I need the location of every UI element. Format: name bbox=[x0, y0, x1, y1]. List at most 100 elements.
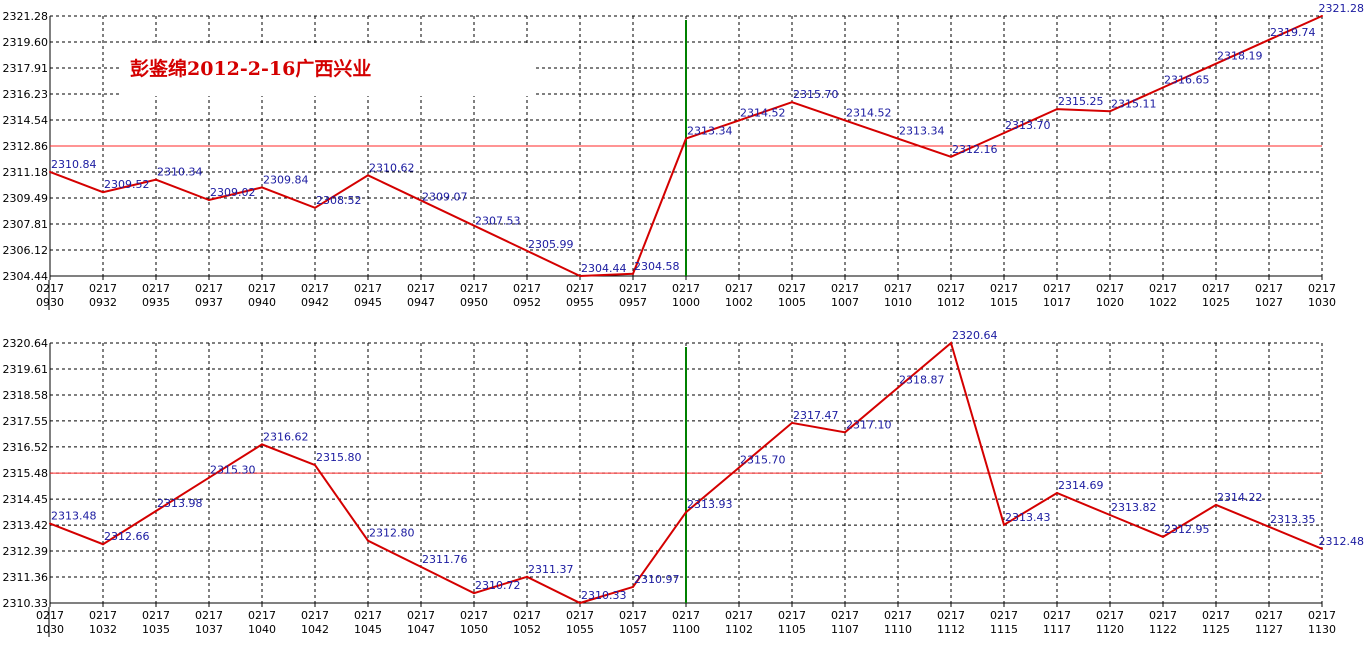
data-label: 2314.22 bbox=[1217, 491, 1263, 504]
data-label: 2312.48 bbox=[1319, 535, 1365, 548]
x-tick-date: 0217 bbox=[1308, 609, 1336, 622]
y-tick-label: 2320.64 bbox=[3, 337, 49, 350]
data-label: 2313.82 bbox=[1111, 501, 1157, 514]
data-point bbox=[1056, 108, 1058, 111]
x-tick-time: 1045 bbox=[354, 623, 382, 636]
data-point bbox=[632, 272, 634, 275]
x-tick-date: 0217 bbox=[937, 609, 965, 622]
data-point bbox=[155, 178, 157, 181]
x-tick-date: 0217 bbox=[407, 282, 435, 295]
data-label: 2314.69 bbox=[1058, 479, 1104, 492]
x-tick-time: 1027 bbox=[1255, 296, 1283, 309]
x-tick-time: 1102 bbox=[725, 623, 753, 636]
x-tick-date: 0217 bbox=[831, 609, 859, 622]
x-tick-time: 1022 bbox=[1149, 296, 1177, 309]
x-tick-time: 1030 bbox=[36, 623, 64, 636]
x-tick-time: 1047 bbox=[407, 623, 435, 636]
data-label: 2312.16 bbox=[952, 143, 998, 156]
y-tick-label: 2316.23 bbox=[3, 88, 49, 101]
y-tick-label: 2314.45 bbox=[3, 493, 49, 506]
data-label: 2309.07 bbox=[422, 191, 468, 204]
x-tick-date: 0217 bbox=[990, 282, 1018, 295]
x-tick-time: 0932 bbox=[89, 296, 117, 309]
x-tick-date: 0217 bbox=[1043, 609, 1071, 622]
x-tick-date: 0217 bbox=[778, 609, 806, 622]
x-tick-time: 0945 bbox=[354, 296, 382, 309]
data-label: 2319.74 bbox=[1270, 26, 1316, 39]
data-point bbox=[791, 421, 793, 424]
x-tick-time: 1117 bbox=[1043, 623, 1071, 636]
data-label: 2315.80 bbox=[316, 451, 362, 464]
x-tick-time: 1000 bbox=[672, 296, 700, 309]
data-point bbox=[314, 206, 316, 209]
x-tick-date: 0217 bbox=[1096, 282, 1124, 295]
data-label: 2308.52 bbox=[316, 194, 362, 207]
data-point bbox=[1268, 525, 1270, 528]
title-background bbox=[122, 46, 536, 96]
y-tick-label: 2319.61 bbox=[3, 363, 49, 376]
data-point bbox=[738, 119, 740, 122]
data-point bbox=[261, 443, 263, 446]
data-point bbox=[1109, 513, 1111, 516]
x-tick-date: 0217 bbox=[672, 282, 700, 295]
x-tick-time: 1050 bbox=[460, 623, 488, 636]
data-point bbox=[685, 137, 687, 140]
data-point bbox=[420, 565, 422, 568]
x-tick-time: 1030 bbox=[1308, 296, 1336, 309]
data-label: 2317.10 bbox=[846, 418, 892, 431]
data-label: 2314.52 bbox=[740, 106, 786, 119]
x-tick-date: 0217 bbox=[195, 609, 223, 622]
data-label: 2312.66 bbox=[104, 530, 150, 543]
x-tick-date: 0217 bbox=[36, 609, 64, 622]
x-tick-date: 0217 bbox=[1255, 282, 1283, 295]
data-point bbox=[367, 174, 369, 177]
x-tick-date: 0217 bbox=[513, 282, 541, 295]
data-point bbox=[526, 575, 528, 578]
data-label: 2310.62 bbox=[369, 161, 415, 174]
series-line bbox=[49, 15, 1323, 278]
data-point bbox=[1321, 15, 1323, 17]
data-point bbox=[1162, 535, 1164, 538]
y-tick-label: 2304.44 bbox=[3, 270, 49, 283]
x-tick-time: 1052 bbox=[513, 623, 541, 636]
x-tick-time: 1105 bbox=[778, 623, 806, 636]
y-tick-label: 2315.48 bbox=[3, 467, 49, 480]
y-tick-label: 2313.42 bbox=[3, 519, 49, 532]
x-tick-time: 1042 bbox=[301, 623, 329, 636]
data-label: 2310.84 bbox=[51, 158, 97, 171]
data-label: 2311.37 bbox=[528, 563, 574, 576]
data-point bbox=[1003, 132, 1005, 135]
data-label: 2315.70 bbox=[793, 88, 839, 101]
x-tick-time: 0940 bbox=[248, 296, 276, 309]
x-tick-time: 1002 bbox=[725, 296, 753, 309]
x-tick-date: 0217 bbox=[513, 609, 541, 622]
data-label: 2315.70 bbox=[740, 454, 786, 467]
x-tick-time: 1120 bbox=[1096, 623, 1124, 636]
x-tick-date: 0217 bbox=[354, 609, 382, 622]
data-label: 2307.53 bbox=[475, 214, 521, 227]
x-tick-date: 0217 bbox=[1255, 609, 1283, 622]
x-tick-date: 0217 bbox=[725, 282, 753, 295]
x-tick-date: 0217 bbox=[1096, 609, 1124, 622]
data-point bbox=[738, 466, 740, 469]
data-point bbox=[579, 275, 581, 277]
x-tick-date: 0217 bbox=[884, 609, 912, 622]
x-tick-date: 0217 bbox=[142, 282, 170, 295]
x-tick-time: 1015 bbox=[990, 296, 1018, 309]
data-label: 2313.70 bbox=[1005, 119, 1051, 132]
x-tick-date: 0217 bbox=[354, 282, 382, 295]
data-point bbox=[632, 585, 634, 588]
x-tick-time: 1122 bbox=[1149, 623, 1177, 636]
x-tick-time: 1032 bbox=[89, 623, 117, 636]
y-tick-label: 2317.91 bbox=[3, 62, 49, 75]
data-label: 2309.52 bbox=[104, 178, 150, 191]
chart-panel-top: 2304.44 2306.12 2307.81 2309.49 2311.18 2312.… bbox=[3, 2, 1364, 310]
x-tick-date: 0217 bbox=[884, 282, 912, 295]
data-label: 2312.80 bbox=[369, 527, 415, 540]
x-tick-date: 0217 bbox=[460, 609, 488, 622]
x-tick-time: 1057 bbox=[619, 623, 647, 636]
x-tick-date: 0217 bbox=[301, 609, 329, 622]
chart-panel-bottom: 2310.33 2311.36 2312.39 2313.42 2314.45 2315.… bbox=[3, 329, 1365, 637]
x-tick-date: 0217 bbox=[725, 609, 753, 622]
